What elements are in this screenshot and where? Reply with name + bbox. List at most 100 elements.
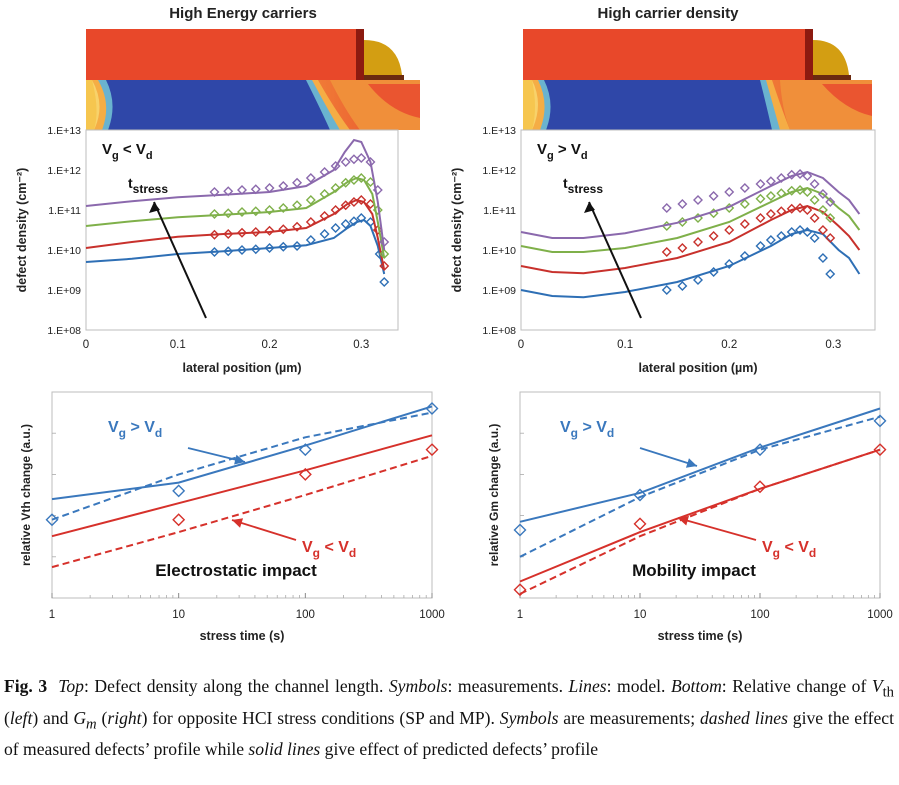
- measurement-point: [209, 229, 220, 240]
- panel-title-left: High Energy carriers: [169, 5, 317, 22]
- measurement-point: [356, 213, 367, 223]
- condition-label: Vg < Vd: [762, 539, 816, 560]
- measurement-point: [237, 207, 247, 217]
- x-axis-label: lateral position (µm): [182, 361, 301, 375]
- measurement-point: [693, 275, 703, 285]
- stress-arrow: [153, 201, 207, 319]
- measurement-point: [661, 203, 672, 213]
- model-line: [85, 198, 386, 271]
- measurement-point: [817, 225, 828, 235]
- measurement-point: [677, 243, 688, 253]
- measurement-point: [776, 173, 787, 183]
- measurement-point: [802, 227, 813, 237]
- x-tick-label: 0.2: [721, 339, 737, 351]
- measurement-point: [755, 241, 766, 251]
- stress-arrow: [588, 201, 642, 319]
- measured-profile-line: [519, 448, 881, 595]
- measurement-point: [776, 231, 787, 241]
- y-tick-label: 1.E+10: [482, 245, 516, 257]
- measurement-point: [264, 183, 275, 193]
- x-tick-label: 1: [517, 609, 523, 621]
- y-tick-label: 1.E+13: [482, 125, 516, 137]
- measurement-point: [305, 195, 316, 205]
- measurement-point: [292, 177, 303, 188]
- measurement-point: [278, 241, 289, 252]
- x-tick-label: 0.3: [825, 339, 841, 351]
- x-axis-label: lateral position (µm): [638, 361, 757, 375]
- device-illustration-left: High Energy carriers: [86, 5, 420, 130]
- x-tick-label: 0.3: [353, 339, 369, 351]
- x-tick-label: 0: [83, 339, 89, 351]
- caption-symbols2-label: Symbols: [499, 707, 559, 728]
- x-tick-label: 0.1: [617, 339, 633, 351]
- measurement-point: [765, 176, 776, 187]
- measurement-point: [319, 167, 330, 177]
- measurement-point: [305, 217, 316, 227]
- measurement-point: [753, 480, 767, 494]
- measurement-point: [209, 247, 220, 257]
- stress-arrow-label: tstress: [563, 175, 603, 196]
- caption-lines-label: Lines: [568, 676, 607, 696]
- measurement-point: [340, 200, 351, 211]
- caption-top-label: Top: [58, 676, 84, 696]
- caption-dashed-label: dashed lines: [700, 707, 788, 728]
- predicted-profile-line: [51, 434, 433, 538]
- measurement-point: [372, 205, 383, 215]
- measurement-point: [708, 231, 719, 241]
- measurement-point: [873, 414, 887, 428]
- measurement-point: [305, 173, 316, 183]
- measurement-point: [209, 209, 220, 219]
- measurement-point: [237, 227, 247, 238]
- measurement-point: [802, 187, 813, 197]
- caption-vth-sub: th: [882, 684, 895, 701]
- measured-profile-line: [519, 415, 881, 558]
- measurement-point: [319, 189, 330, 199]
- measurement-point: [802, 171, 813, 181]
- device-illustration-right: High carrier density: [523, 5, 872, 130]
- measurement-point: [348, 197, 359, 207]
- measurement-point: [340, 219, 351, 229]
- model-line: [85, 176, 386, 259]
- measurement-point: [330, 161, 341, 171]
- model-line: [85, 138, 386, 251]
- measurement-point: [809, 179, 820, 189]
- measurement-point: [809, 195, 820, 205]
- measurement-point: [633, 517, 647, 531]
- x-tick-label: 0.1: [170, 339, 186, 351]
- predicted-profile-line: [51, 405, 433, 501]
- measurement-point: [223, 186, 234, 197]
- panel-title-right: High carrier density: [598, 5, 740, 22]
- measurement-point: [292, 221, 303, 232]
- measurement-point: [278, 224, 289, 235]
- vth-change-chart-left: 1 10 100 1000 stress time (s) relative Vth ch…: [19, 391, 445, 643]
- measurement-point: [379, 249, 390, 259]
- x-axis-label: stress time (s): [200, 629, 285, 643]
- model-line: [520, 228, 861, 299]
- condition-arrow-head: [685, 458, 697, 468]
- measurement-point: [330, 205, 341, 215]
- measurement-point: [330, 183, 341, 193]
- measurement-point: [250, 227, 261, 237]
- measurement-point: [755, 193, 766, 204]
- measurement-point: [825, 213, 836, 223]
- measurement-point: [786, 185, 797, 196]
- y-tick-label: 1.E+11: [48, 205, 81, 217]
- measurement-point: [786, 203, 797, 214]
- y-axis-label: defect density (cm⁻²): [450, 168, 464, 293]
- condition-arrow-head: [232, 518, 244, 528]
- x-tick-label: 1000: [867, 609, 893, 621]
- measurement-point: [755, 179, 766, 189]
- measurement-point: [250, 206, 261, 217]
- caption-solid-label: solid lines: [248, 739, 321, 760]
- y-tick-label: 1.E+13: [47, 125, 81, 137]
- measurement-point: [298, 443, 312, 457]
- measurement-point: [356, 195, 367, 205]
- measurement-point: [264, 205, 275, 215]
- measurement-point: [708, 267, 719, 277]
- measurement-point: [292, 241, 303, 251]
- measurement-point: [739, 251, 750, 261]
- caption-bottom-label: Bottom: [670, 676, 722, 696]
- condition-arrow-head: [234, 454, 245, 465]
- model-line: [520, 204, 861, 275]
- measurement-point: [223, 229, 234, 239]
